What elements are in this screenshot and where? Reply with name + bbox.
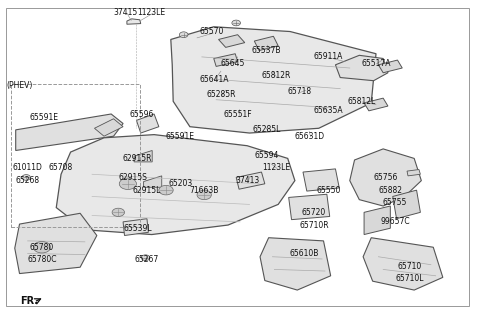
Text: 62915S: 62915S	[118, 173, 147, 182]
Circle shape	[22, 175, 31, 180]
Circle shape	[159, 185, 173, 195]
Circle shape	[141, 255, 150, 260]
Bar	[11, 84, 140, 227]
Text: 65268: 65268	[15, 176, 40, 185]
Polygon shape	[136, 114, 159, 133]
Text: 65756: 65756	[373, 173, 398, 182]
Polygon shape	[171, 27, 376, 133]
Polygon shape	[123, 219, 148, 236]
Text: 65267: 65267	[135, 255, 159, 264]
Text: 65812R: 65812R	[261, 71, 290, 80]
Text: 65755: 65755	[383, 198, 408, 207]
Polygon shape	[288, 194, 330, 220]
Text: 65635A: 65635A	[313, 106, 343, 115]
Text: 65591E: 65591E	[166, 132, 195, 141]
Polygon shape	[407, 170, 420, 176]
Polygon shape	[254, 36, 278, 51]
Polygon shape	[56, 135, 295, 235]
Polygon shape	[236, 172, 265, 189]
Polygon shape	[109, 148, 117, 156]
Text: 65720: 65720	[302, 208, 326, 217]
Text: 61011D: 61011D	[12, 164, 43, 172]
Polygon shape	[378, 60, 402, 73]
Text: 65780C: 65780C	[27, 255, 57, 264]
Text: 65631D: 65631D	[294, 132, 324, 141]
Text: 65710: 65710	[397, 262, 421, 271]
Text: 65710L: 65710L	[395, 275, 424, 284]
Text: 99657C: 99657C	[380, 217, 410, 226]
Polygon shape	[363, 238, 443, 290]
Text: 1123LE: 1123LE	[262, 164, 290, 172]
Polygon shape	[364, 206, 390, 235]
Text: 65285L: 65285L	[252, 125, 280, 134]
Circle shape	[197, 190, 211, 200]
Text: 65570: 65570	[199, 27, 224, 36]
Circle shape	[119, 178, 136, 189]
Text: 65911A: 65911A	[313, 52, 343, 61]
Text: 65645: 65645	[221, 59, 245, 68]
Circle shape	[112, 208, 124, 216]
Text: 65203: 65203	[168, 179, 192, 188]
Polygon shape	[303, 169, 339, 191]
Text: 65551F: 65551F	[223, 109, 252, 118]
Text: 65537B: 65537B	[252, 46, 281, 55]
Polygon shape	[350, 149, 421, 206]
Text: 65596: 65596	[130, 109, 155, 118]
Text: 1123LE: 1123LE	[138, 8, 166, 17]
Text: 65517A: 65517A	[361, 59, 391, 68]
Polygon shape	[15, 213, 97, 274]
Circle shape	[34, 242, 50, 253]
Text: (PHEV): (PHEV)	[6, 81, 33, 90]
Text: 65550: 65550	[316, 186, 340, 195]
Text: 65641A: 65641A	[199, 75, 228, 84]
Text: 71663B: 71663B	[190, 186, 219, 195]
Text: 65780: 65780	[30, 243, 54, 252]
Text: 65710R: 65710R	[299, 220, 329, 229]
Polygon shape	[95, 119, 123, 136]
Text: 65718: 65718	[288, 87, 312, 96]
Text: 65594: 65594	[254, 151, 278, 160]
Polygon shape	[260, 238, 331, 290]
Polygon shape	[393, 190, 420, 219]
Text: FR.: FR.	[21, 296, 38, 306]
Text: 65285R: 65285R	[206, 91, 236, 100]
Text: 37415: 37415	[113, 8, 138, 17]
Polygon shape	[364, 98, 388, 111]
Polygon shape	[214, 54, 238, 67]
Text: 37413: 37413	[235, 176, 259, 185]
Circle shape	[180, 32, 188, 37]
Polygon shape	[127, 19, 141, 24]
Text: 62915L: 62915L	[133, 186, 161, 195]
Text: 62915R: 62915R	[123, 154, 152, 163]
Text: 65539L: 65539L	[123, 224, 152, 233]
Text: 65882: 65882	[378, 186, 402, 195]
Polygon shape	[134, 150, 152, 162]
Text: 65708: 65708	[49, 164, 73, 172]
Text: 65610B: 65610B	[290, 249, 319, 258]
Polygon shape	[336, 55, 388, 81]
Circle shape	[232, 20, 240, 26]
Polygon shape	[16, 114, 123, 150]
Polygon shape	[144, 176, 162, 187]
Text: 65812L: 65812L	[348, 97, 376, 106]
Polygon shape	[218, 35, 245, 47]
Text: 65591E: 65591E	[30, 113, 59, 122]
